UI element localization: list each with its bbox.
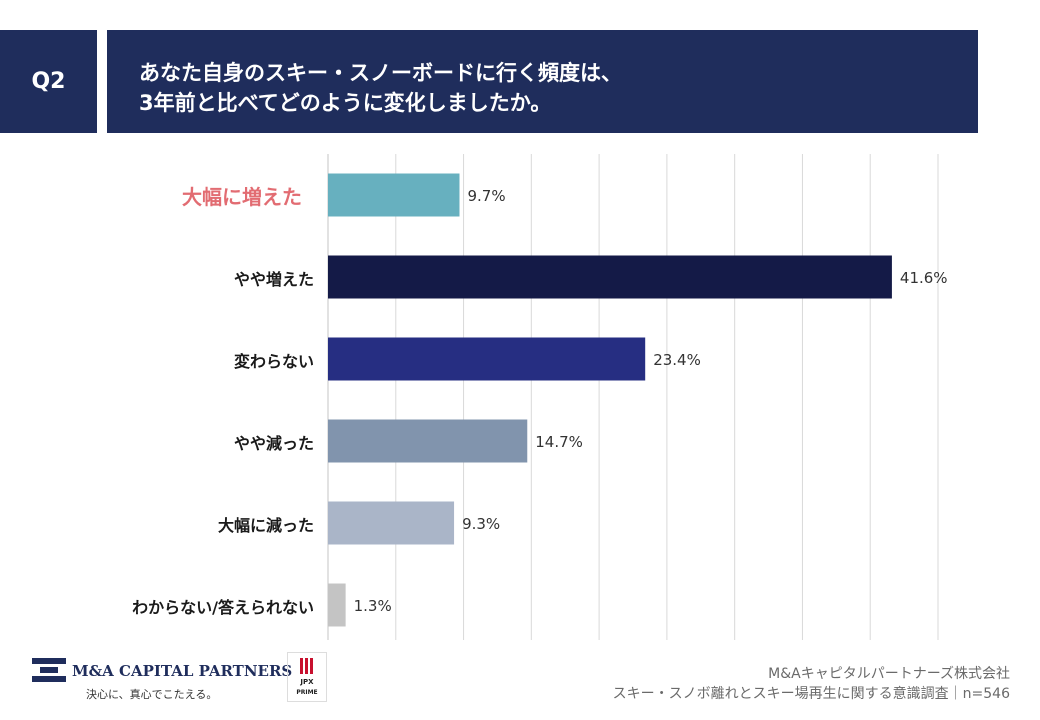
- data-label: 9.3%: [462, 515, 500, 533]
- jpx-text: JPX: [300, 678, 314, 686]
- question-title-line1: あなた自身のスキー・スノーボードに行く頻度は、: [139, 61, 622, 85]
- data-label: 14.7%: [535, 433, 583, 451]
- category-label: やや増えた: [233, 270, 314, 289]
- category-label: 大幅に減った: [217, 516, 314, 535]
- footer-company: M&Aキャピタルパートナーズ株式会社: [768, 666, 1010, 682]
- data-label: 1.3%: [354, 597, 392, 615]
- bar-chart: 9.7% 41.6% 23.4% 14.7% 9.3% 1.3%: [327, 154, 948, 640]
- data-label: 23.4%: [653, 351, 701, 369]
- company-logo: M&A CAPITAL PARTNERS 決心に、真心でこたえる。: [30, 650, 292, 710]
- bar: [328, 583, 346, 627]
- logo-name: M&A CAPITAL PARTNERS: [72, 662, 293, 680]
- footer-source: M&Aキャピタルパートナーズ株式会社 スキー・スノボ離れとスキー場再生に関する意…: [613, 664, 1010, 704]
- question-number-box: Q2: [0, 30, 97, 133]
- question-title-line2: 3年前と比べてどのように変化しましたか。: [139, 91, 552, 115]
- bar: [328, 419, 528, 463]
- bar: [328, 337, 646, 381]
- question-title-box: あなた自身のスキー・スノーボードに行く頻度は、 3年前と比べてどのように変化しま…: [107, 30, 978, 133]
- category-label: やや減った: [233, 434, 314, 453]
- bar: [328, 173, 460, 217]
- data-label: 9.7%: [467, 187, 505, 205]
- category-label: 変わらない: [233, 352, 314, 371]
- bar: [328, 255, 892, 299]
- jpx-prime-logo: JPX PRIME: [287, 652, 327, 702]
- data-label: 41.6%: [900, 269, 948, 287]
- jpx-mark-icon: [300, 658, 313, 674]
- footer-survey: スキー・スノボ離れとスキー場再生に関する意識調査｜n=546: [612, 686, 1010, 702]
- bar: [328, 501, 455, 545]
- question-number: Q2: [31, 69, 66, 94]
- logo-mark-icon: [32, 658, 66, 682]
- jpx-sub-text: PRIME: [296, 689, 318, 696]
- logo-tagline: 決心に、真心でこたえる。: [86, 688, 218, 701]
- category-label: わからない/答えられない: [132, 598, 314, 617]
- category-label: 大幅に増えた: [182, 185, 302, 209]
